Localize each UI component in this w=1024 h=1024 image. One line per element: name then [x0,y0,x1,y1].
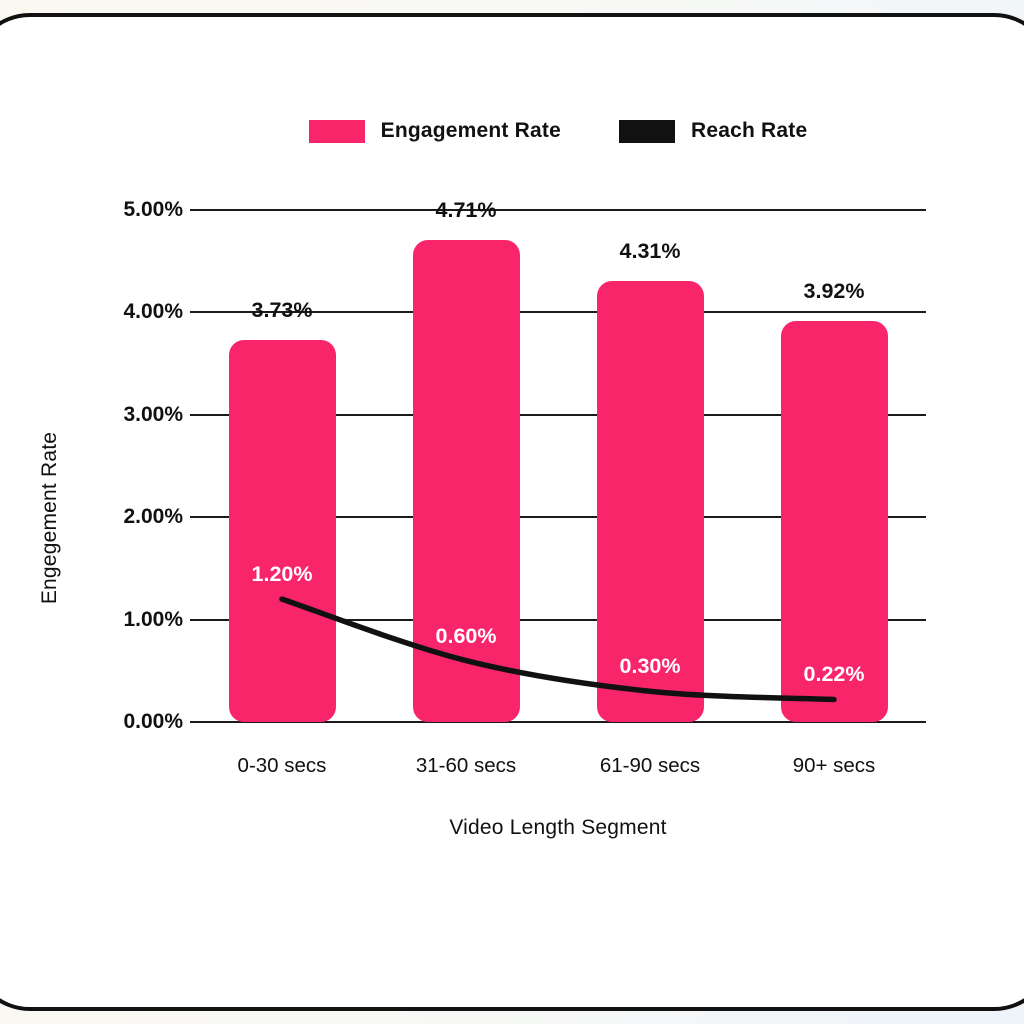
gridline [190,311,926,314]
bar-value-label: 3.92% [803,278,865,303]
reach-rate-value-label: 1.20% [251,562,313,587]
reach-rate-value-label: 0.30% [619,654,681,679]
gridline [190,413,926,416]
legend-item-engagement-rate: Engagement Rate [308,119,561,143]
plot-area: 3.73% 4.71% 4.31% 3.92% 1.20% 0.60% 0.30% 0.22% [190,198,926,723]
bar-value-label: 3.73% [251,298,313,323]
engagement-rate-swatch [308,119,365,143]
legend-label-engagement-rate: Engagement Rate [380,119,561,142]
x-axis-title: Video Length Segment [449,816,667,839]
y-tick-label: 1.00% [123,607,183,631]
bar-value-label: 4.31% [619,238,681,263]
y-tick-label: 3.00% [123,402,183,426]
y-tick-label: 4.00% [123,300,183,324]
engagement-rate-bar [780,320,888,722]
gridline [190,516,926,519]
x-tick-label: 0-30 secs [237,754,327,777]
engagement-rate-bar [596,280,704,722]
y-tick-label: 0.00% [123,710,183,733]
reach-rate-line [279,596,837,703]
x-tick-label: 31-60 secs [415,754,517,777]
gridline [190,721,926,723]
reach-rate-value-label: 0.22% [803,662,865,687]
legend-item-reach-rate: Reach Rate [618,119,808,143]
reach-rate-swatch [618,119,675,143]
x-tick-label: 61-90 secs [599,754,701,777]
gridline [190,209,926,211]
reach-rate-value-label: 0.60% [435,623,497,648]
engagement-rate-bar [228,340,336,722]
legend-label-reach-rate: Reach Rate [690,119,808,142]
engagement-rate-bar [412,239,520,722]
x-tick-label: 90+ secs [792,754,876,777]
legend: Engagement Rate Reach Rate [190,119,926,143]
y-tick-label: 5.00% [123,198,183,221]
bar-value-label: 4.71% [435,197,497,222]
gridline [190,618,926,621]
y-tick-label: 2.00% [123,505,183,529]
